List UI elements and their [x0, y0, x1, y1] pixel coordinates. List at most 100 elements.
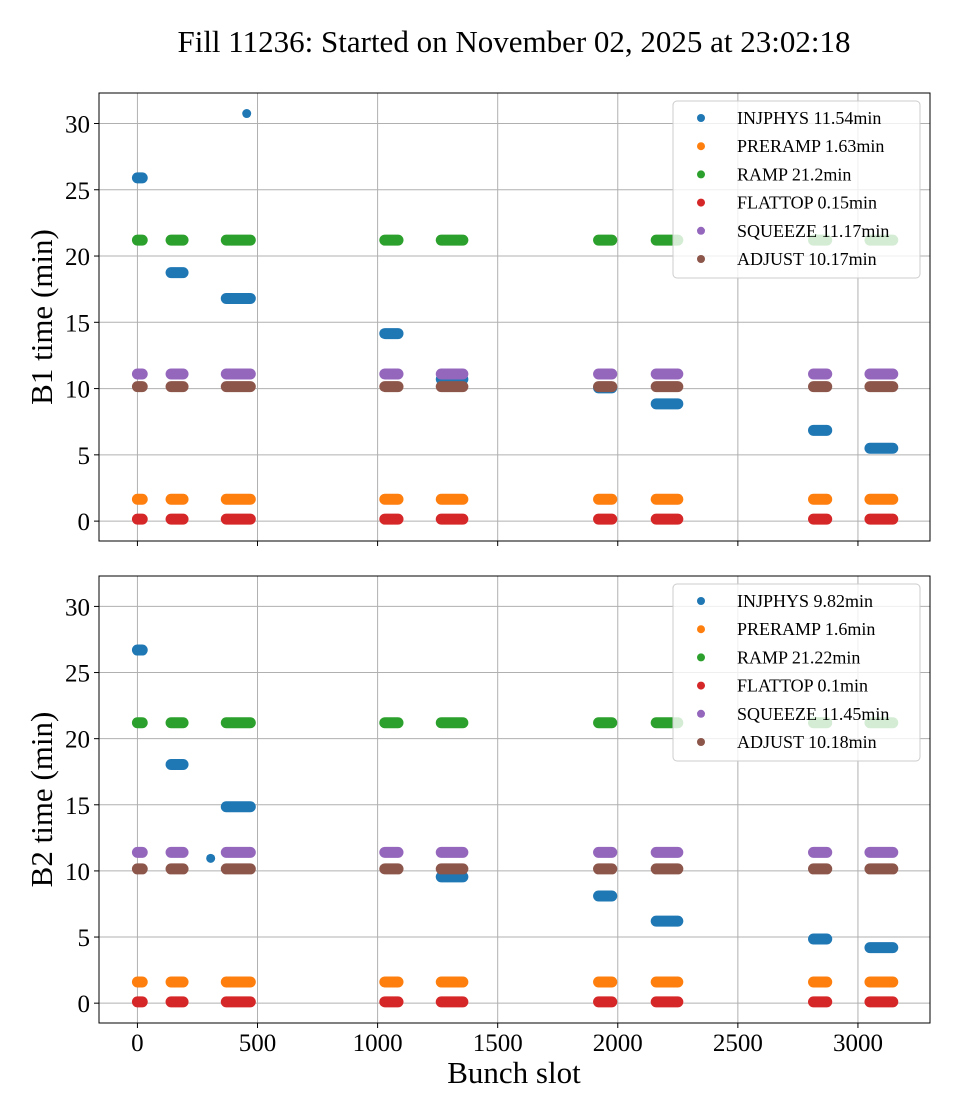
data-point-run	[220, 863, 256, 875]
data-point-run	[379, 717, 404, 729]
legend-marker-preramp	[697, 142, 705, 151]
series-preramp	[131, 976, 899, 988]
data-point-run	[808, 863, 833, 875]
data-point-run	[808, 976, 833, 988]
data-point-run	[435, 996, 469, 1008]
x-tick-label: 0	[131, 1030, 144, 1057]
legend-label-adjust: ADJUST 10.18min	[737, 732, 877, 752]
legend-box	[672, 583, 921, 762]
legend-marker-flattop	[697, 198, 705, 207]
y-axis-label: B2 time (min)	[24, 712, 59, 888]
data-point-run	[379, 996, 404, 1008]
legend-label-squeeze: SQUEEZE 11.45min	[737, 704, 889, 724]
series-squeeze	[131, 846, 899, 858]
x-axis-label: Bunch slot	[447, 1055, 581, 1090]
data-point-run	[593, 846, 618, 858]
data-point-run	[593, 234, 618, 246]
data-point-run	[650, 915, 684, 927]
data-point-run	[379, 863, 404, 875]
data-point-run	[220, 801, 256, 813]
data-point-run	[165, 863, 189, 875]
data-point-run	[165, 368, 189, 380]
data-point-run	[650, 398, 684, 410]
y-tick-label: 30	[65, 111, 90, 138]
y-tick-label: 25	[65, 178, 90, 205]
y-tick-label: 30	[65, 594, 90, 621]
data-point-run	[379, 493, 404, 505]
data-point-run	[379, 976, 404, 988]
data-point-run	[864, 863, 899, 875]
data-point-run	[808, 513, 833, 525]
data-point-run	[131, 368, 148, 380]
legend-label-adjust: ADJUST 10.17min	[737, 249, 877, 269]
x-tick-label: 1500	[473, 1030, 523, 1057]
data-point-run	[864, 846, 899, 858]
chart-title: Fill 11236: Started on November 02, 2025…	[177, 24, 850, 59]
data-point-run	[808, 996, 833, 1008]
data-point-run	[864, 942, 899, 954]
data-point-run	[435, 368, 469, 380]
data-point-run	[131, 234, 148, 246]
series-squeeze	[131, 368, 899, 380]
data-point-run	[808, 493, 833, 505]
data-point-run	[808, 381, 833, 393]
data-point-run	[379, 328, 404, 340]
data-point-run	[650, 513, 684, 525]
data-point-run	[650, 846, 684, 858]
data-point-run	[435, 234, 469, 246]
data-point-run	[220, 234, 256, 246]
data-point-run	[593, 976, 618, 988]
legend: INJPHYS 9.82min PRERAMP 1.6min RAMP 21.22m…	[672, 583, 921, 762]
data-point-run	[165, 846, 189, 858]
y-tick-label: 20	[65, 244, 90, 271]
data-point-run	[864, 976, 899, 988]
data-point-run	[593, 863, 618, 875]
series-adjust	[131, 863, 899, 875]
legend-marker-injphys	[697, 114, 705, 122]
data-point-run	[593, 513, 618, 525]
data-point-run	[379, 234, 404, 246]
legend-label-flattop: FLATTOP 0.1min	[737, 676, 868, 696]
data-point-run	[650, 996, 684, 1008]
x-tick-label: 500	[239, 1030, 277, 1057]
data-point-run	[593, 381, 618, 393]
data-point-run	[131, 172, 148, 184]
data-point-run	[220, 996, 256, 1008]
series-flattop	[131, 513, 899, 525]
legend-marker-squeeze	[697, 709, 705, 718]
data-point-run	[650, 863, 684, 875]
series-flattop	[131, 996, 899, 1008]
y-tick-label: 5	[78, 443, 91, 470]
data-point-run	[220, 292, 256, 304]
data-point-run	[864, 513, 899, 525]
y-tick-label: 15	[65, 310, 90, 337]
data-point-run	[131, 381, 148, 393]
legend-label-ramp: RAMP 21.22min	[737, 647, 860, 667]
data-point-run	[379, 381, 404, 393]
data-point-run	[131, 996, 148, 1008]
data-point-run	[650, 493, 684, 505]
data-point-run	[131, 493, 148, 505]
data-point-run	[165, 758, 189, 770]
data-point-run	[165, 976, 189, 988]
data-point-run	[131, 846, 148, 858]
legend-label-preramp: PRERAMP 1.63min	[737, 136, 884, 156]
data-point-run	[165, 234, 189, 246]
data-point-run	[165, 513, 189, 525]
y-tick-label: 5	[78, 925, 91, 952]
data-point-run	[593, 493, 618, 505]
data-point-run	[379, 846, 404, 858]
data-point-run	[220, 381, 256, 393]
data-point-run	[593, 996, 618, 1008]
data-point-run	[864, 442, 899, 454]
data-point-run	[593, 368, 618, 380]
legend-marker-flattop	[697, 681, 705, 690]
y-tick-label: 10	[65, 377, 90, 404]
data-point-run	[593, 890, 618, 902]
data-point-run	[165, 267, 189, 279]
data-point-run	[435, 976, 469, 988]
data-point-run	[165, 717, 189, 729]
data-point-run	[435, 717, 469, 729]
legend-marker-adjust	[697, 255, 705, 263]
